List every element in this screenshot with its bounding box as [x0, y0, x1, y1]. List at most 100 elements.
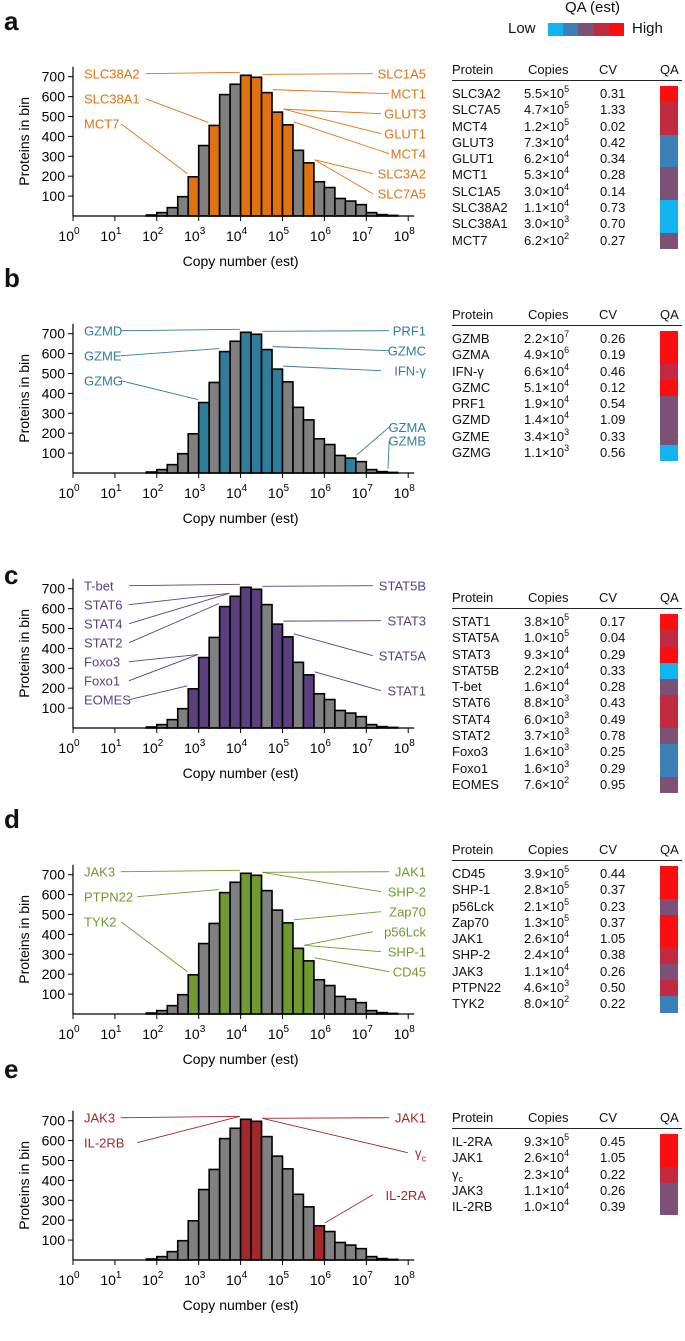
histogram-bar: [323, 984, 336, 1015]
histogram-bar: [355, 203, 368, 217]
callout-line: [314, 159, 373, 175]
histogram-bar: [302, 162, 315, 217]
histogram-bar: [229, 595, 242, 729]
callout-line: [262, 1117, 408, 1154]
x-tick-label: 106: [310, 483, 332, 501]
x-tick-label: 102: [142, 738, 164, 756]
cv-value: 0.45: [600, 1134, 626, 1149]
callout-label: MCT7: [84, 117, 119, 132]
callout-line: [272, 346, 390, 352]
qa-swatch: [660, 898, 678, 915]
protein-name: SLC7A5: [452, 102, 501, 118]
copies-value: 9.3×104: [524, 644, 570, 662]
histogram-bar: [187, 175, 200, 217]
histogram-bar: [302, 419, 315, 474]
histogram-bar: [250, 1120, 263, 1261]
qa-swatch: [660, 996, 678, 1013]
histogram-bar: [313, 1224, 326, 1261]
copies-value: 5.3×104: [524, 165, 570, 183]
cv-value: 1.09: [600, 412, 626, 428]
histogram-bar: [271, 368, 284, 474]
callout-label: GLUT1: [384, 127, 426, 142]
y-tick-label: 600: [42, 89, 66, 105]
cv-value: 0.37: [600, 882, 626, 898]
histogram-bar: [271, 1155, 284, 1261]
callout-label: STAT6: [84, 598, 123, 613]
histogram-bar: [176, 707, 190, 729]
copies-value: 6.2×102: [524, 230, 570, 248]
y-tick-label: 300: [42, 946, 66, 962]
callout-line: [120, 869, 240, 873]
x-axis-label: Copy number (est): [183, 1297, 299, 1313]
callout-label: GZMB: [388, 434, 426, 449]
x-tick-label: 105: [268, 1270, 290, 1288]
protein-name: GZMG: [452, 445, 491, 461]
column-header: Copies: [528, 590, 569, 605]
cv-value: 0.25: [600, 744, 626, 760]
protein-name: STAT6: [452, 695, 491, 711]
protein-name: CD45: [452, 866, 486, 881]
callout-line: [137, 889, 219, 898]
callout-label: Foxo3: [84, 655, 120, 670]
table-row: SLC3A2 5.5×105 0.31: [452, 85, 682, 103]
callout-label: STAT1: [387, 684, 426, 699]
protein-name: Foxo3: [452, 744, 489, 760]
legend-swatch: [563, 23, 579, 36]
y-tick-label: 300: [42, 405, 66, 421]
histogram-bar: [260, 603, 273, 729]
callout-line: [262, 1117, 390, 1119]
table-row: MCT7 6.2×102 0.27: [452, 230, 682, 249]
histogram-bar: [344, 712, 357, 729]
qa-swatch: [660, 963, 678, 981]
table-row: TYK2 8.0×102 0.22: [452, 995, 682, 1013]
copies-value: 7.6×102: [524, 774, 570, 792]
x-axis-label: Copy number (est): [183, 765, 299, 781]
copies-value: 2.2×104: [524, 660, 570, 678]
histogram-bar: [271, 909, 284, 1015]
histogram-bar: [313, 180, 326, 217]
column-header: QA: [660, 307, 679, 322]
y-tick-label: 500: [42, 366, 66, 382]
x-tick-label: 101: [100, 738, 122, 756]
histogram-bar: [323, 186, 336, 217]
callout-line: [128, 592, 230, 606]
x-tick-label: 108: [394, 738, 416, 756]
protein-name: JAK3: [452, 1182, 484, 1198]
cv-value: 0.34: [600, 151, 626, 167]
table-row: GZMD 1.4×104 1.09: [452, 411, 682, 429]
qa-swatch: [660, 331, 678, 348]
copies-value: 1.0×104: [524, 1197, 570, 1215]
copies-value: 2.1×105: [524, 896, 570, 914]
histogram-bar: [218, 350, 231, 474]
callout-label: SLC3A2: [378, 167, 426, 182]
x-tick-label: 105: [268, 483, 290, 501]
callout-label: GZME: [84, 349, 122, 364]
protein-table: Protein Copies CV QA CD45 3.9×105 0.44 SHP-1 2.8…: [452, 842, 682, 1013]
protein-name: GZMA: [452, 347, 490, 363]
callout-line: [324, 1194, 374, 1224]
copies-value: 3.7×103: [524, 726, 570, 744]
copies-value: 1.6×104: [524, 677, 570, 695]
qa-swatch: [660, 216, 678, 233]
column-header: CV: [599, 842, 618, 857]
callout-line: [145, 71, 240, 75]
cv-value: 0.14: [600, 183, 626, 199]
histogram-bar: [344, 200, 357, 217]
callout-label: TYK2: [84, 915, 117, 930]
histogram-bar: [334, 995, 347, 1015]
histogram-bar: [281, 636, 294, 729]
x-tick-label: 102: [142, 1024, 164, 1042]
table-row: Zap70 1.3×105 0.37: [452, 913, 682, 932]
legend-title: QA (est): [565, 0, 621, 16]
callout-line: [293, 121, 390, 155]
y-tick-label: 100: [42, 445, 66, 461]
x-tick-label: 102: [142, 226, 164, 244]
protein-name: GLUT1: [452, 151, 494, 167]
qa-swatch: [660, 412, 678, 429]
protein-name: IL-2RB: [452, 1199, 493, 1215]
protein-name: EOMES: [452, 776, 499, 792]
histogram-bar: [344, 457, 357, 474]
histogram: 100 200 300 400 500 600 700 100 101 102 103 104 105 1…: [16, 67, 426, 269]
qa-swatch: [660, 980, 678, 997]
x-tick-label: 105: [268, 738, 290, 756]
